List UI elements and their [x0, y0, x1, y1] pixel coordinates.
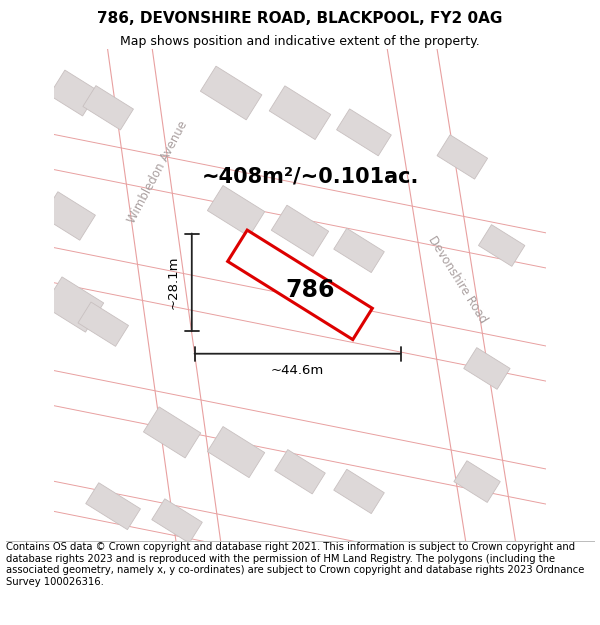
Text: 786: 786	[285, 278, 335, 302]
Polygon shape	[143, 407, 201, 458]
Polygon shape	[49, 70, 98, 116]
Polygon shape	[86, 482, 140, 529]
Polygon shape	[275, 449, 325, 494]
Polygon shape	[454, 461, 500, 503]
Polygon shape	[78, 302, 128, 346]
Polygon shape	[208, 186, 265, 237]
Polygon shape	[208, 426, 265, 478]
Polygon shape	[42, 192, 95, 240]
Polygon shape	[44, 277, 104, 332]
Polygon shape	[334, 469, 385, 514]
Polygon shape	[269, 86, 331, 139]
Text: Wimbledon Avenue: Wimbledon Avenue	[125, 118, 190, 225]
Text: Map shows position and indicative extent of the property.: Map shows position and indicative extent…	[120, 35, 480, 48]
Polygon shape	[271, 205, 329, 256]
Polygon shape	[337, 109, 391, 156]
Text: Devonshire Road: Devonshire Road	[425, 234, 490, 326]
Polygon shape	[478, 224, 525, 266]
Polygon shape	[437, 135, 488, 179]
Polygon shape	[83, 86, 133, 130]
Text: ~28.1m: ~28.1m	[167, 256, 179, 309]
Polygon shape	[334, 228, 385, 272]
Text: Contains OS data © Crown copyright and database right 2021. This information is : Contains OS data © Crown copyright and d…	[6, 542, 584, 587]
Polygon shape	[227, 230, 373, 339]
Text: 786, DEVONSHIRE ROAD, BLACKPOOL, FY2 0AG: 786, DEVONSHIRE ROAD, BLACKPOOL, FY2 0AG	[97, 11, 503, 26]
Polygon shape	[152, 499, 202, 543]
Polygon shape	[464, 348, 510, 389]
Text: ~408m²/~0.101ac.: ~408m²/~0.101ac.	[202, 167, 419, 187]
Polygon shape	[200, 66, 262, 120]
Text: ~44.6m: ~44.6m	[271, 364, 324, 378]
